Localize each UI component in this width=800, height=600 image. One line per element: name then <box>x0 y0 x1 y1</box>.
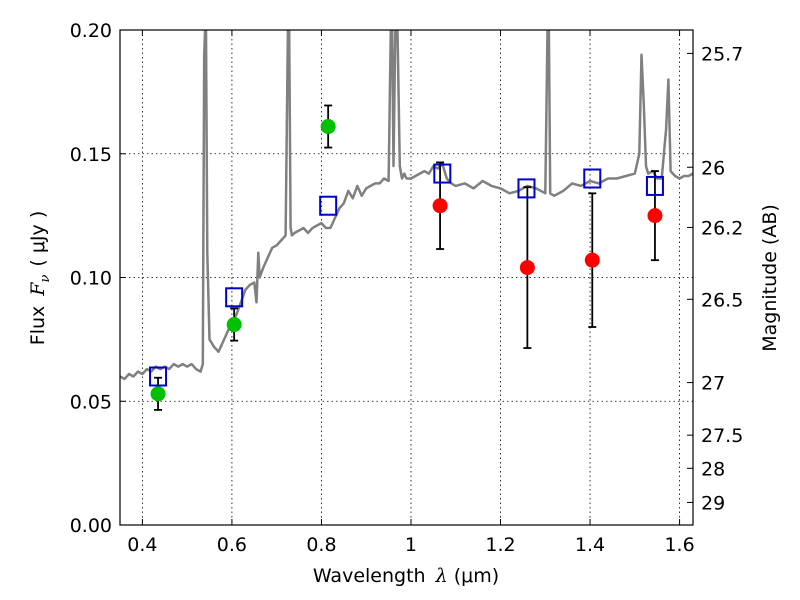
photometry-layer <box>149 104 664 411</box>
model-spectrum-line <box>120 30 693 381</box>
red-photometry-point <box>519 260 535 276</box>
y-tick-label: 0.00 <box>70 515 112 537</box>
red-photometry-point <box>647 208 663 224</box>
mag-tick-label: 27 <box>701 373 725 395</box>
x-tick-label: 0.4 <box>127 534 157 556</box>
x-tick-label: 0.8 <box>306 534 336 556</box>
y-axis-label-subscript: ν <box>38 275 53 283</box>
x-axis-ticks: 0.4 0.6 0.8 1 1.2 1.4 1.6 <box>127 30 695 556</box>
y-axis-label-symbol: F <box>27 282 49 297</box>
mag-tick-label: 26 <box>701 157 725 179</box>
mag-tick-label: 26.2 <box>701 217 743 239</box>
x-axis-label-symbol: λ <box>435 565 448 587</box>
model-synthetic-photometry-point <box>583 168 602 189</box>
x-axis-label-prefix: Wavelength <box>313 565 432 587</box>
x-tick-label: 1.6 <box>664 534 694 556</box>
x-tick-label: 1.2 <box>485 534 515 556</box>
green-photometry-point <box>320 119 336 135</box>
y-axis-label: Flux Fν ( μJy ) <box>27 211 53 345</box>
mag-tick-label: 25.7 <box>701 43 743 65</box>
model-spectrum-layer <box>120 30 693 381</box>
grid-lines <box>120 29 693 526</box>
x-tick-label: 1.4 <box>575 534 605 556</box>
y-axis-right-label: Magnitude (AB) <box>759 204 781 352</box>
x-tick-label: 1 <box>405 534 417 556</box>
model-synthetic-photometry-point <box>433 163 452 184</box>
y-axis-ticks: 0.00 0.05 0.10 0.15 0.20 <box>70 20 126 537</box>
y-tick-label: 0.20 <box>70 20 112 42</box>
model-synthetic-photometry-point <box>225 287 244 308</box>
y-tick-label: 0.05 <box>70 391 112 413</box>
model-synthetic-photometry-point <box>319 195 338 216</box>
mag-tick-label: 29 <box>701 492 725 514</box>
magnitude-axis-ticks: 25.7 26 26.2 26.5 27 27.5 28 29 <box>687 43 743 514</box>
mag-tick-label: 26.5 <box>701 289 743 311</box>
y-axis-label-units: ( μJy ) <box>27 211 49 267</box>
x-axis-label: Wavelength λ (μm) <box>313 565 499 587</box>
mag-tick-label: 28 <box>701 458 725 480</box>
red-photometry-point <box>432 198 448 214</box>
y-axis-label-prefix: Flux <box>27 300 49 346</box>
model-synthetic-photometry-point <box>149 366 168 387</box>
red-photometry-point <box>584 252 600 268</box>
mag-tick-label: 27.5 <box>701 425 743 447</box>
green-photometry-point <box>226 317 242 333</box>
x-tick-label: 0.6 <box>217 534 247 556</box>
green-photometry-point <box>150 386 166 402</box>
model-synthetic-photometry-point <box>517 178 536 199</box>
model-synthetic-photometry-point <box>645 175 664 196</box>
y-tick-label: 0.15 <box>70 144 112 166</box>
y-tick-label: 0.10 <box>70 268 112 290</box>
x-axis-label-units: (μm) <box>448 565 499 587</box>
